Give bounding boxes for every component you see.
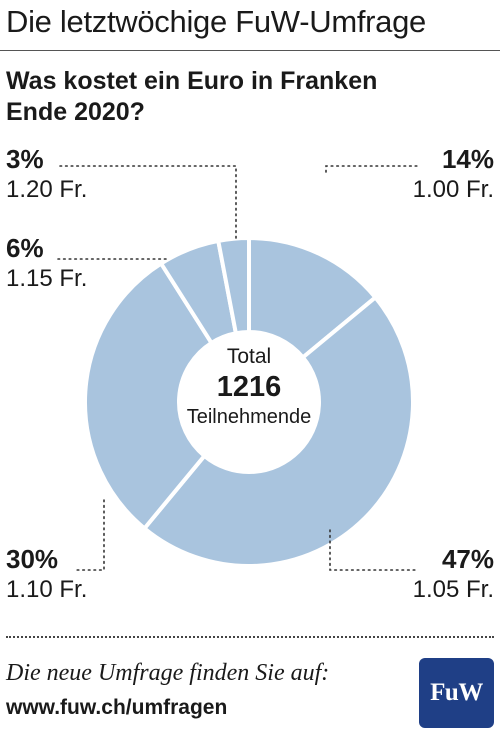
slice-3-value: 1.15 Fr. [6, 265, 88, 292]
label-slice-2: 30% 1.10 Fr. [6, 546, 87, 602]
donut-slice-1 [141, 294, 415, 568]
slice-2-value: 1.10 Fr. [6, 576, 88, 603]
leader-line-4 [57, 165, 237, 239]
footer-divider [6, 636, 494, 638]
slice-0-pct: 14% [441, 144, 494, 174]
footer-text: Die neue Umfrage finden Sie auf: [6, 660, 330, 686]
label-slice-1: 47% 1.05 Fr. [413, 546, 494, 602]
leader-line-1 [329, 529, 419, 571]
slice-1-pct: 47% [441, 544, 494, 574]
label-slice-0: 14% 1.00 Fr. [413, 146, 494, 202]
chart-title-line1: Was kostet ein Euro in Franken [6, 67, 378, 95]
leader-line-2 [74, 499, 105, 571]
label-slice-3: 6% 1.15 Fr. [6, 235, 87, 291]
total-value: 1216 [216, 371, 282, 403]
donut-center: Total 1216 Teilnehmende [176, 345, 322, 429]
donut-slice-0 [247, 235, 379, 361]
slice-1-value: 1.05 Fr. [412, 576, 494, 603]
slice-4-value: 1.20 Fr. [6, 176, 88, 203]
slice-0-value: 1.00 Fr. [412, 176, 494, 203]
donut-slice-4 [215, 235, 251, 336]
chart-title-line2: Ende 2020? [6, 98, 145, 126]
label-slice-4: 3% 1.20 Fr. [6, 146, 87, 202]
total-unit: Teilnehmende [186, 406, 312, 428]
fuw-logo: FuW [419, 658, 494, 728]
footer-url-link[interactable]: www.fuw.ch/umfragen [6, 696, 228, 719]
slice-4-pct: 3% [6, 144, 44, 174]
page-header: Die letztwöchige FuW-Umfrage [6, 4, 426, 39]
header-rule [0, 50, 500, 51]
slice-3-pct: 6% [6, 233, 44, 263]
slice-2-pct: 30% [6, 544, 59, 574]
leader-line-0 [325, 165, 419, 173]
total-label: Total [226, 345, 272, 368]
donut-slice-2 [83, 260, 215, 532]
chart-title: Was kostet ein Euro in Franken Ende 2020… [6, 66, 486, 128]
